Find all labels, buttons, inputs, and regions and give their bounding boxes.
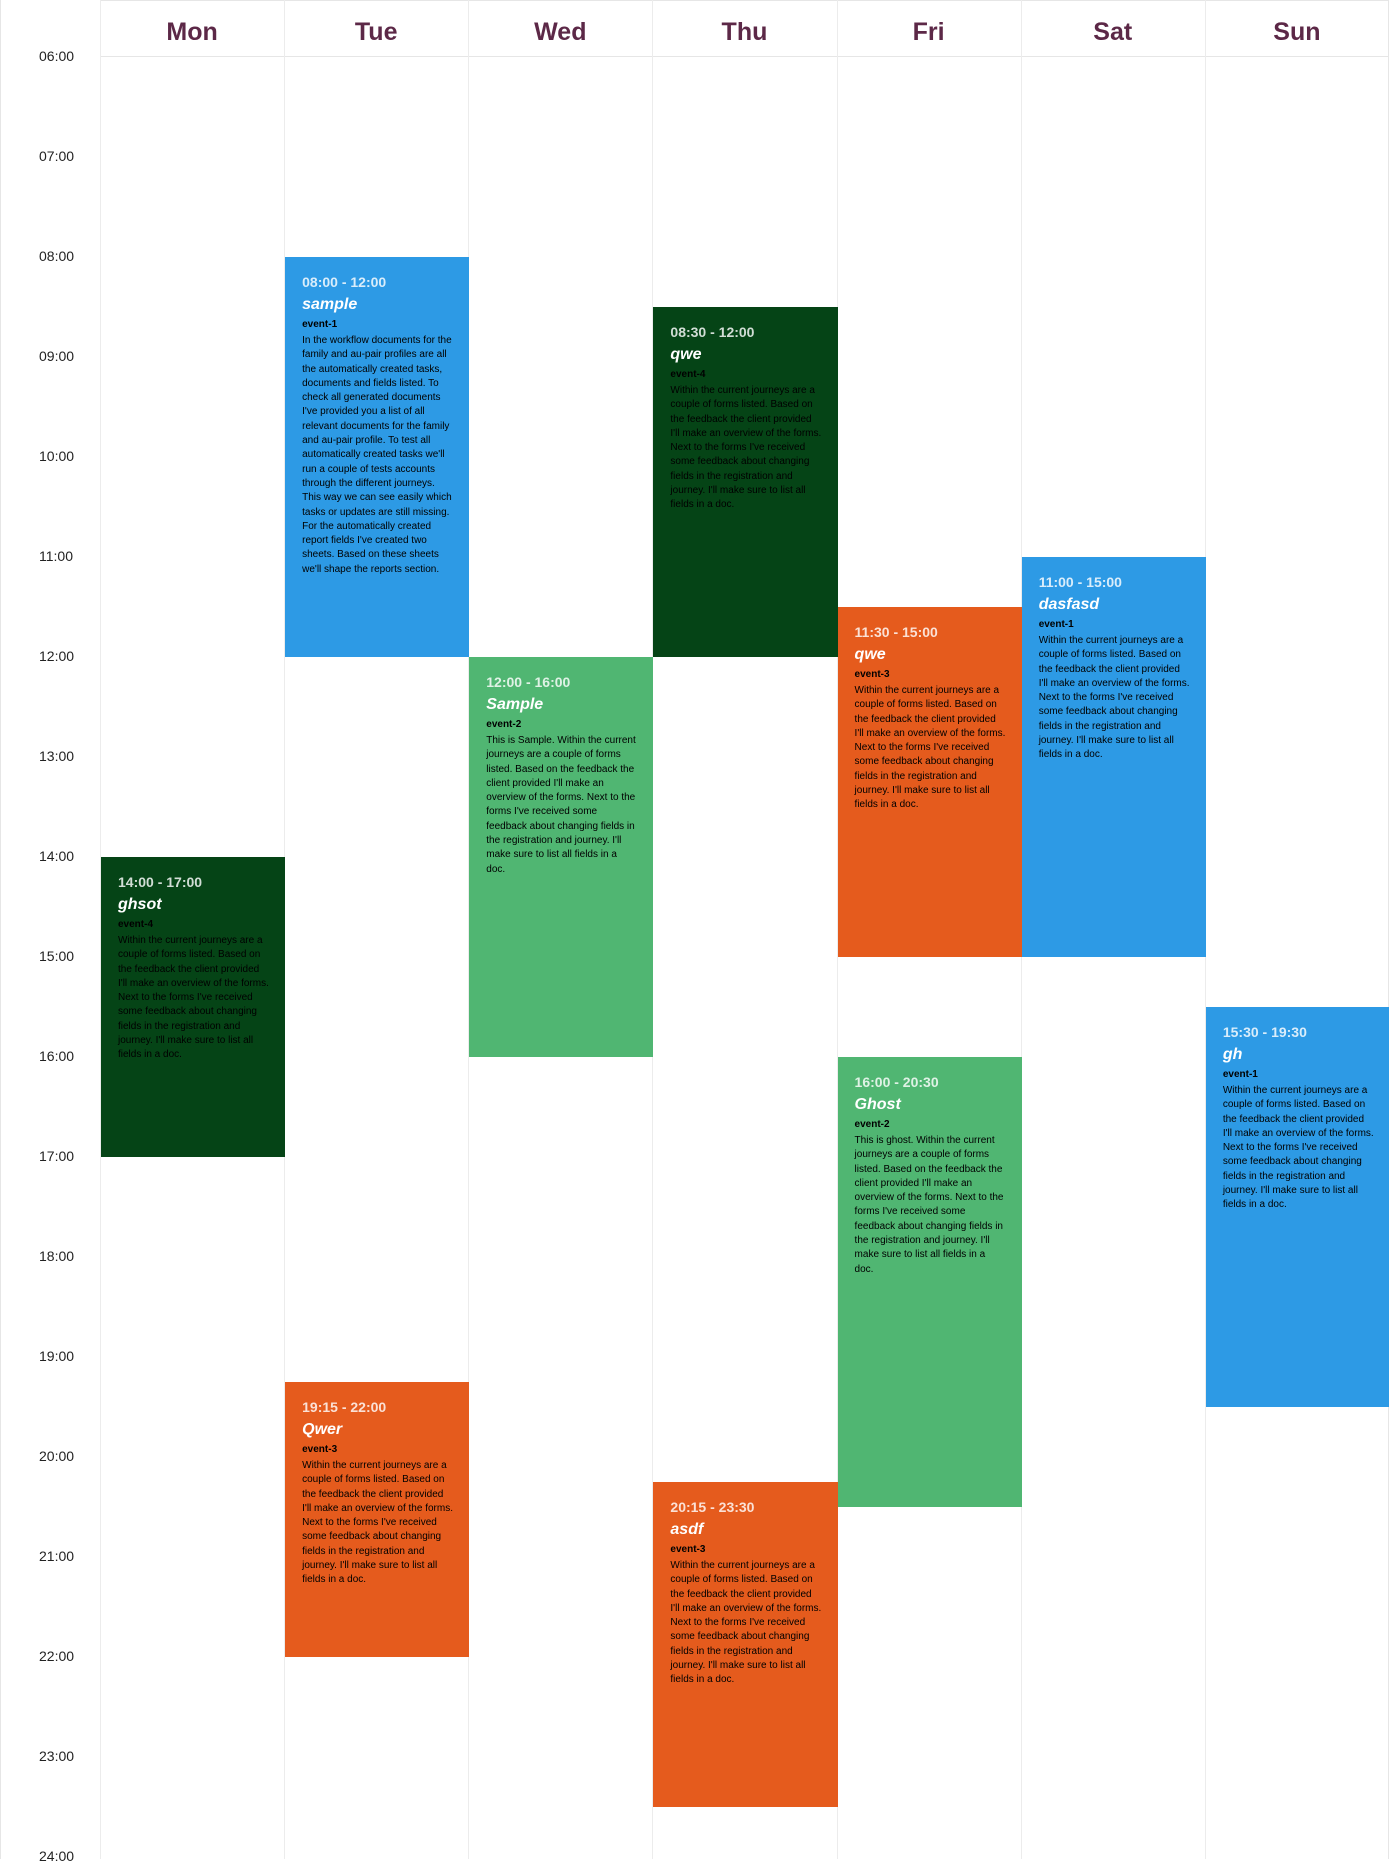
event-description: Within the current journeys are a couple… [670,1559,821,1688]
time-label: 11:00 [39,548,73,564]
event-card-fri[interactable]: 11:30 - 15:00 qwe event-3 Within the curren… [838,607,1022,957]
event-time-range: 20:15 - 23:30 [670,1498,821,1516]
event-description: This is Sample. Within the current journ… [486,734,637,877]
time-label: 19:00 [39,1348,74,1364]
event-name: event-1 [1039,619,1190,631]
day-header-fri: Fri [837,0,1021,56]
event-time-range: 19:15 - 22:00 [302,1398,453,1416]
event-title: gh [1223,1046,1374,1064]
event-card-fri[interactable]: 16:00 - 20:30 Ghost event-2 This is ghost. … [838,1057,1022,1507]
time-label: 06:00 [39,48,74,64]
event-name: event-1 [1223,1069,1374,1081]
event-time-range: 16:00 - 20:30 [855,1073,1006,1091]
day-header-thu: Thu [652,0,836,56]
time-label: 14:00 [39,848,74,864]
event-time-range: 11:00 - 15:00 [1039,573,1190,591]
time-label: 12:00 [39,648,74,664]
event-card-tue[interactable]: 19:15 - 22:00 Qwer event-3 Within the curre… [285,1382,469,1657]
time-label: 17:00 [39,1148,74,1164]
day-header-mon: Mon [100,0,284,56]
time-label: 10:00 [39,448,74,464]
event-description: Within the current journeys are a couple… [302,1459,453,1588]
event-card-sun[interactable]: 15:30 - 19:30 gh event-1 Within the current… [1206,1007,1389,1407]
event-name: event-3 [670,1544,821,1556]
event-description: Within the current journeys are a couple… [855,684,1006,813]
day-header-tue: Tue [284,0,468,56]
event-card-thu[interactable]: 08:30 - 12:00 qwe event-4 Within the curren… [653,307,837,657]
event-title: Ghost [855,1096,1006,1114]
event-card-tue[interactable]: 08:00 - 12:00 sample event-1 In the workflo… [285,257,469,657]
event-title: qwe [670,346,821,364]
event-title: Qwer [302,1421,453,1439]
event-time-range: 08:30 - 12:00 [670,323,821,341]
event-description: In the workflow documents for the family… [302,334,453,577]
event-name: event-2 [486,719,637,731]
event-description: Within the current journeys are a couple… [1223,1084,1374,1213]
event-description: This is ghost. Within the current journe… [855,1134,1006,1277]
day-header-wed: Wed [468,0,652,56]
time-label: 20:00 [39,1448,74,1464]
event-card-sat[interactable]: 11:00 - 15:00 dasfasd event-1 Within the cu… [1022,557,1206,957]
time-label: 08:00 [39,248,74,264]
event-description: Within the current journeys are a couple… [670,384,821,513]
left-border [0,0,1,1859]
time-label: 24:00 [39,1848,74,1864]
event-title: qwe [855,646,1006,664]
time-label: 09:00 [39,348,74,364]
event-title: asdf [670,1521,821,1539]
event-title: sample [302,296,453,314]
event-time-range: 12:00 - 16:00 [486,673,637,691]
event-time-range: 08:00 - 12:00 [302,273,453,291]
event-card-mon[interactable]: 14:00 - 17:00 ghsot event-4 Within the curr… [101,857,285,1157]
time-label: 13:00 [39,748,74,764]
time-label: 22:00 [39,1648,74,1664]
day-header-sat: Sat [1021,0,1205,56]
event-name: event-3 [302,1444,453,1456]
event-description: Within the current journeys are a couple… [1039,634,1190,763]
time-label: 23:00 [39,1748,74,1764]
event-title: Sample [486,696,637,714]
event-time-range: 11:30 - 15:00 [855,623,1006,641]
event-name: event-1 [302,319,453,331]
day-header-sun: Sun [1205,0,1389,56]
header-divider [100,56,1389,57]
event-card-wed[interactable]: 12:00 - 16:00 Sample event-2 This is Sample… [469,657,653,1057]
event-time-range: 15:30 - 19:30 [1223,1023,1374,1041]
event-name: event-4 [670,369,821,381]
event-name: event-3 [855,669,1006,681]
event-name: event-4 [118,919,269,931]
event-title: dasfasd [1039,596,1190,614]
time-label: 18:00 [39,1248,74,1264]
event-time-range: 14:00 - 17:00 [118,873,269,891]
event-description: Within the current journeys are a couple… [118,934,269,1063]
time-label: 21:00 [39,1548,74,1564]
time-label: 16:00 [39,1048,74,1064]
event-title: ghsot [118,896,269,914]
event-name: event-2 [855,1119,1006,1131]
time-label: 07:00 [39,148,74,164]
time-label: 15:00 [39,948,74,964]
event-card-thu[interactable]: 20:15 - 23:30 asdf event-3 Within the curre… [653,1482,837,1807]
